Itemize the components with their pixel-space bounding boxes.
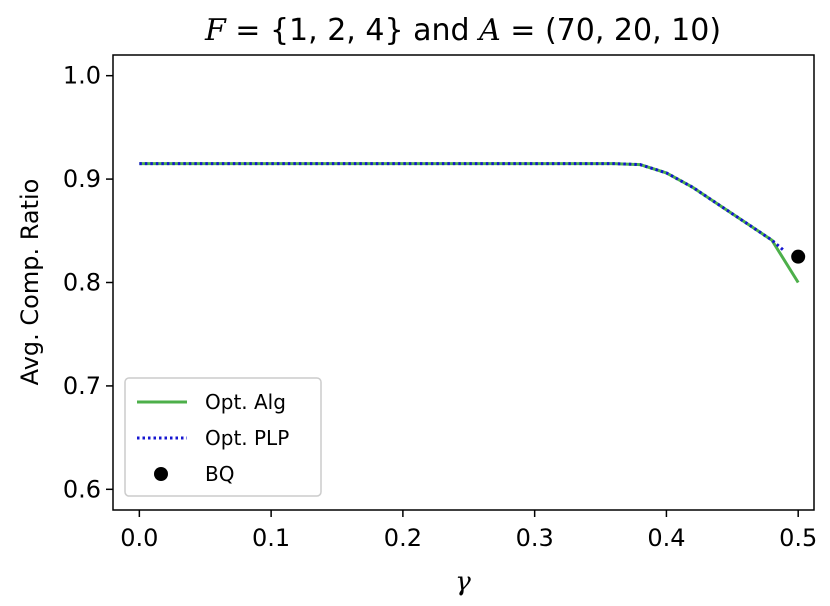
x-tick-label: 0.2 — [384, 524, 422, 552]
y-tick-label: 0.7 — [63, 372, 101, 400]
y-tick-label: 0.6 — [63, 475, 101, 503]
series-line-opt-plp — [139, 162, 786, 253]
title-part: A — [476, 13, 501, 48]
series-line-opt-alg — [139, 162, 800, 284]
x-tick-label: 0.5 — [779, 524, 817, 552]
x-tick-label: 0.4 — [647, 524, 685, 552]
legend: Opt. Alg Opt. PLP BQ — [124, 377, 322, 497]
title-part: = (70, 20, 10) — [501, 13, 721, 48]
chart-title: F = {1, 2, 4} and A = (70, 20, 10) — [204, 13, 721, 48]
y-axis: 0.6 0.7 0.8 0.9 1.0 — [63, 62, 113, 503]
title-part: = {1, 2, 4} and — [226, 13, 479, 48]
x-axis-label: γ — [455, 567, 471, 597]
y-tick-label: 1.0 — [63, 62, 101, 90]
x-tick-label: 0.3 — [516, 524, 554, 552]
legend-label: Opt. Alg — [205, 390, 286, 414]
bq-point — [791, 249, 806, 264]
legend-marker-bq — [154, 467, 168, 481]
legend-box — [124, 377, 322, 497]
x-tick-label: 0.0 — [120, 524, 158, 552]
legend-label: Opt. PLP — [205, 426, 289, 450]
x-tick-label: 0.1 — [252, 524, 290, 552]
legend-label: BQ — [205, 462, 234, 486]
title-part: F — [204, 13, 227, 48]
y-axis-label: Avg. Comp. Ratio — [16, 179, 44, 386]
y-tick-label: 0.9 — [63, 165, 101, 193]
y-tick-label: 0.8 — [63, 269, 101, 297]
x-axis: 0.0 0.1 0.2 0.3 0.4 0.5 — [120, 510, 817, 552]
